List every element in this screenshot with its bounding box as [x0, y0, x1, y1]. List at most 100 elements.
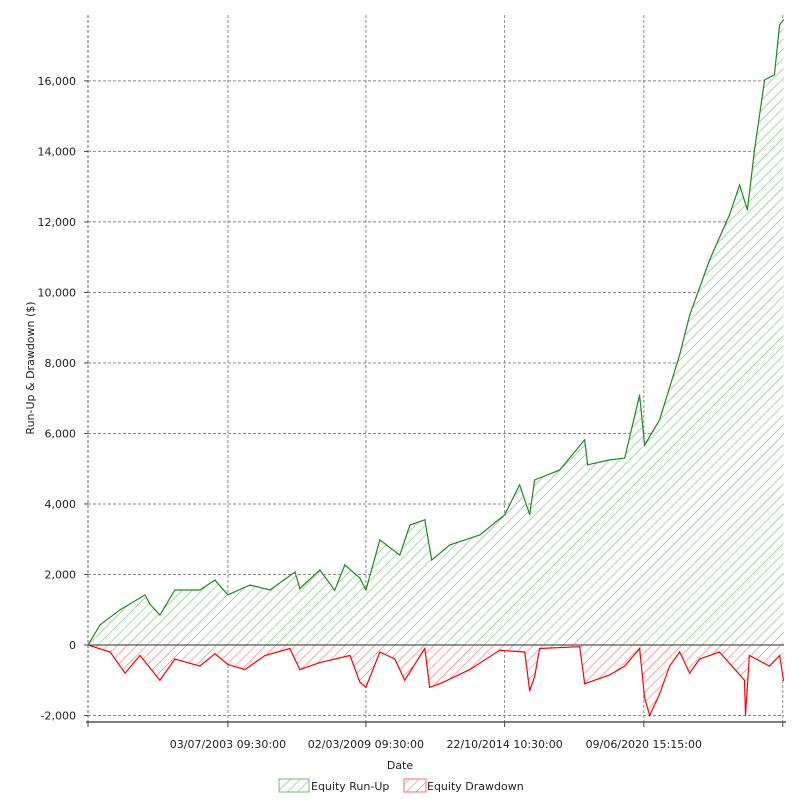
drawdown-point: [469, 669, 471, 671]
run-up-point: [728, 214, 731, 216]
run-up-point: [174, 589, 176, 591]
drawdown-point: [529, 690, 531, 692]
drawdown-point: [289, 647, 291, 650]
drawdown-point: [524, 651, 526, 653]
drawdown-point: [379, 651, 381, 653]
y-tick-label: 10,000: [38, 286, 77, 299]
run-up-point: [778, 24, 781, 26]
drawdown-point: [365, 686, 367, 688]
y-tick-label: -2,000: [41, 709, 76, 722]
run-up-point: [359, 577, 361, 579]
drawdown-point: [658, 693, 661, 695]
y-tick-label: 12,000: [38, 216, 77, 229]
x-axis-title: Date: [387, 759, 414, 772]
drawdown-point: [319, 661, 321, 664]
legend-item-drawdown[interactable]: Equity Drawdown: [403, 778, 524, 793]
legend-swatch-drawdown: [403, 778, 427, 793]
run-up-point: [399, 554, 401, 556]
drawdown-point: [609, 674, 611, 676]
drawdown-point: [689, 672, 691, 674]
y-tick-label: 8,000: [45, 357, 77, 370]
run-up-point: [746, 209, 749, 211]
drawdown-point: [139, 654, 141, 657]
drawdown-point: [439, 683, 441, 685]
drawdown-point: [424, 647, 426, 650]
drawdown-point: [299, 669, 301, 671]
legend-label-drawdown: Equity Drawdown: [427, 780, 524, 793]
run-up-point: [365, 589, 367, 591]
run-up-point: [782, 19, 785, 21]
drawdown-point: [349, 654, 351, 657]
run-up-point: [764, 79, 766, 81]
drawdown-point: [743, 679, 746, 681]
run-up-point: [529, 513, 531, 516]
drawdown-point: [227, 663, 229, 665]
drawdown-point: [744, 714, 747, 717]
drawdown-point: [533, 676, 536, 678]
drawdown-point: [584, 683, 586, 685]
run-up-point: [294, 571, 296, 573]
run-up-point: [679, 354, 681, 356]
drawdown-point: [199, 665, 201, 667]
run-up-point: [214, 579, 216, 581]
drawdown-point: [244, 669, 246, 671]
run-up-point: [773, 74, 776, 76]
x-tick-label: 03/07/2003 09:30:00: [170, 738, 286, 751]
run-up-point: [409, 524, 411, 526]
drawdown-point: [768, 665, 771, 667]
run-up-point: [738, 184, 741, 186]
run-up-point: [449, 544, 451, 546]
drawdown-point: [594, 679, 596, 681]
run-up-point: [269, 589, 271, 591]
drawdown-point: [748, 654, 750, 657]
run-up-point: [379, 539, 381, 541]
run-up-point: [658, 419, 661, 421]
drawdown-point: [159, 679, 161, 681]
run-up-point: [586, 464, 589, 466]
y-tick-label: 4,000: [45, 498, 77, 511]
drawdown-point: [214, 653, 216, 655]
run-up-point: [199, 589, 201, 591]
series-areas: [87, 19, 785, 718]
drawdown-point: [649, 714, 651, 717]
drawdown-point: [174, 658, 176, 660]
run-up-point: [424, 519, 426, 521]
run-up-point: [299, 587, 301, 590]
x-tick-label: 02/03/2009 09:30:00: [308, 738, 424, 751]
drawdown-point: [499, 649, 501, 651]
run-up-point: [319, 569, 321, 571]
drawdown-point: [679, 651, 681, 653]
drawdown-point: [124, 672, 126, 674]
drawdown-point: [539, 647, 541, 650]
drawdown-point: [624, 665, 626, 667]
y-tick-label: 14,000: [38, 145, 77, 158]
legend-item-run-up[interactable]: Equity Run-Up: [278, 778, 389, 793]
drawdown-point: [643, 697, 646, 699]
drawdown-point: [639, 647, 641, 650]
drawdown-point: [429, 686, 431, 688]
y-tick-label: 6,000: [45, 427, 77, 440]
drawdown-point: [782, 679, 785, 681]
run-up-point: [99, 624, 101, 626]
run-up-point: [144, 594, 146, 596]
run-up-point: [609, 459, 611, 461]
drawdown-point: [394, 658, 396, 660]
run-up-point: [753, 149, 756, 151]
run-up-point: [431, 559, 433, 561]
run-up-point: [584, 439, 586, 441]
x-tick-label: 22/10/2014 10:30:00: [446, 738, 562, 751]
drawdown-point: [404, 679, 406, 681]
run-up-point: [504, 514, 506, 516]
x-axis-ticks: 03/07/2003 09:30:00 02/03/2009 09:30:00 22…: [87, 722, 784, 751]
drawdown-point: [264, 654, 266, 657]
drawdown-point: [698, 658, 701, 660]
drawdown-point: [579, 646, 581, 648]
drawdown-point: [359, 681, 361, 683]
axes: [86, 15, 786, 723]
run-up-point: [149, 603, 151, 606]
run-up-point: [639, 394, 641, 396]
run-up-point: [518, 484, 521, 486]
run-up-point: [533, 479, 536, 481]
y-axis-ticks: -2,000 0 2,000 4,000 6,000 8,000 10,000 12,000 1…: [38, 75, 88, 722]
